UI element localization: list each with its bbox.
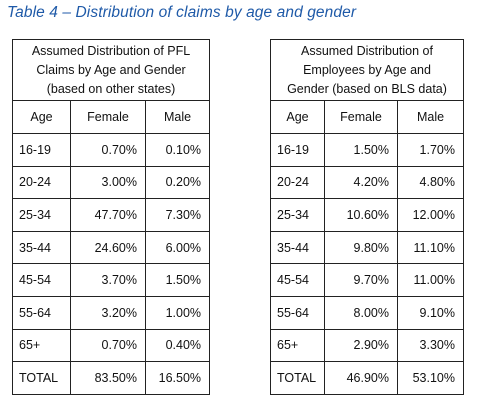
table-title: Assumed Distribution of Employees by Age…: [270, 39, 464, 101]
age-cell: 65+: [270, 328, 325, 363]
table-row: 65+ 0.70% 0.40%: [12, 328, 211, 363]
female-cell: 46.90%: [324, 361, 398, 395]
total-row: TOTAL 83.50% 16.50%: [12, 361, 211, 395]
pfl-claims-table: Assumed Distribution of PFL Claims by Ag…: [11, 39, 211, 395]
title-line: (based on other states): [46, 81, 176, 96]
male-cell: 1.50%: [144, 263, 211, 297]
male-cell: 0.10%: [144, 133, 211, 167]
age-cell: 45-54: [270, 263, 325, 297]
female-cell: 9.70%: [324, 263, 398, 297]
title-line: Gender (based on BLS data): [287, 81, 447, 96]
table-row: 25-34 10.60% 12.00%: [270, 198, 464, 232]
column-header-male: Male: [397, 100, 464, 134]
table-row: 55-64 8.00% 9.10%: [270, 295, 464, 330]
age-cell: 25-34: [270, 198, 325, 232]
title-line: Employees by Age and: [303, 62, 431, 77]
male-cell: 12.00%: [397, 198, 464, 232]
female-cell: 0.70%: [70, 133, 146, 167]
age-cell: 35-44: [270, 230, 325, 265]
female-cell: 2.90%: [324, 328, 398, 363]
male-cell: 6.00%: [144, 230, 211, 265]
male-cell: 16.50%: [144, 361, 211, 395]
male-cell: 11.10%: [397, 230, 464, 265]
female-cell: 3.20%: [70, 295, 146, 330]
male-cell: 0.20%: [144, 165, 211, 200]
age-cell: 16-19: [12, 133, 71, 167]
title-line: Assumed Distribution of PFL: [31, 43, 191, 58]
age-cell: 20-24: [270, 165, 325, 200]
male-cell: 53.10%: [397, 361, 464, 395]
male-cell: 3.30%: [397, 328, 464, 363]
age-cell: 16-19: [270, 133, 325, 167]
column-header-female: Female: [70, 100, 146, 134]
male-cell: 1.70%: [397, 133, 464, 167]
table-row: 35-44 9.80% 11.10%: [270, 230, 464, 265]
table-row: 20-24 3.00% 0.20%: [12, 165, 211, 200]
female-cell: 9.80%: [324, 230, 398, 265]
female-cell: 24.60%: [70, 230, 146, 265]
male-cell: 1.00%: [144, 295, 211, 330]
table-row: 55-64 3.20% 1.00%: [12, 295, 211, 330]
table-caption: Table 4 – Distribution of claims by age …: [7, 4, 357, 21]
column-header-age: Age: [12, 100, 71, 134]
male-cell: 9.10%: [397, 295, 464, 330]
table-title: Assumed Distribution of PFL Claims by Ag…: [11, 39, 211, 101]
age-cell: 25-34: [12, 198, 71, 232]
bls-employees-table: Assumed Distribution of Employees by Age…: [270, 39, 464, 395]
age-cell: 20-24: [12, 165, 71, 200]
male-cell: 0.40%: [144, 328, 211, 363]
table-row: 20-24 4.20% 4.80%: [270, 165, 464, 200]
female-cell: 3.00%: [70, 165, 146, 200]
column-header-age: Age: [270, 100, 325, 134]
female-cell: 83.50%: [70, 361, 146, 395]
age-cell: 55-64: [270, 295, 325, 330]
age-cell: 65+: [12, 328, 71, 363]
table-row: 45-54 9.70% 11.00%: [270, 263, 464, 297]
table-row: 35-44 24.60% 6.00%: [12, 230, 211, 265]
total-row: TOTAL 46.90% 53.10%: [270, 361, 464, 395]
female-cell: 0.70%: [70, 328, 146, 363]
table-row: 45-54 3.70% 1.50%: [12, 263, 211, 297]
age-cell: 45-54: [12, 263, 71, 297]
column-header-female: Female: [324, 100, 398, 134]
female-cell: 10.60%: [324, 198, 398, 232]
female-cell: 47.70%: [70, 198, 146, 232]
female-cell: 8.00%: [324, 295, 398, 330]
age-cell: TOTAL: [12, 361, 71, 395]
age-cell: 35-44: [12, 230, 71, 265]
age-cell: TOTAL: [270, 361, 325, 395]
table-row: 16-19 0.70% 0.10%: [12, 133, 211, 167]
table-row: 16-19 1.50% 1.70%: [270, 133, 464, 167]
female-cell: 4.20%: [324, 165, 398, 200]
table-row: 65+ 2.90% 3.30%: [270, 328, 464, 363]
table-row: 25-34 47.70% 7.30%: [12, 198, 211, 232]
title-line: Claims by Age and Gender: [36, 62, 186, 77]
column-header-male: Male: [144, 100, 211, 134]
male-cell: 4.80%: [397, 165, 464, 200]
female-cell: 3.70%: [70, 263, 146, 297]
age-cell: 55-64: [12, 295, 71, 330]
title-line: Assumed Distribution of: [300, 43, 433, 58]
female-cell: 1.50%: [324, 133, 398, 167]
male-cell: 7.30%: [144, 198, 211, 232]
male-cell: 11.00%: [397, 263, 464, 297]
